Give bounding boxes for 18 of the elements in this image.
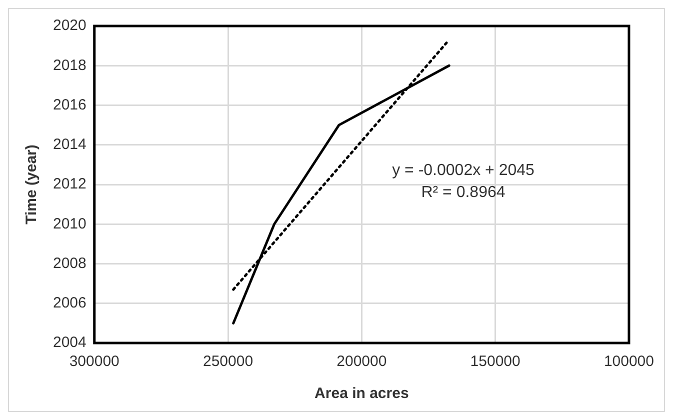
y-tick-label: 2020 bbox=[52, 17, 86, 34]
y-tick-label: 2010 bbox=[52, 215, 86, 232]
y-tick-label: 2014 bbox=[52, 136, 86, 154]
y-tick-label: 2008 bbox=[52, 254, 86, 272]
y-tick-label: 2018 bbox=[52, 56, 86, 74]
x-tick-label: 100000 bbox=[604, 353, 654, 370]
x-tick-label: 250000 bbox=[202, 353, 254, 370]
x-axis-title: Area in acres bbox=[314, 385, 409, 402]
annotation: y = -0.0002x + 2045 bbox=[392, 162, 535, 179]
x-tick-label: 300000 bbox=[69, 353, 120, 370]
y-axis-title: Time (year) bbox=[23, 144, 40, 224]
y-tick-label: 2012 bbox=[52, 176, 86, 193]
annotation: R² = 0.8964 bbox=[421, 184, 506, 201]
y-tick-label: 2004 bbox=[52, 334, 86, 352]
x-tick-label: 200000 bbox=[336, 353, 387, 370]
x-tick-label: 150000 bbox=[470, 353, 520, 370]
y-tick-label: 2006 bbox=[52, 294, 86, 312]
y-tick-label: 2016 bbox=[52, 96, 86, 114]
